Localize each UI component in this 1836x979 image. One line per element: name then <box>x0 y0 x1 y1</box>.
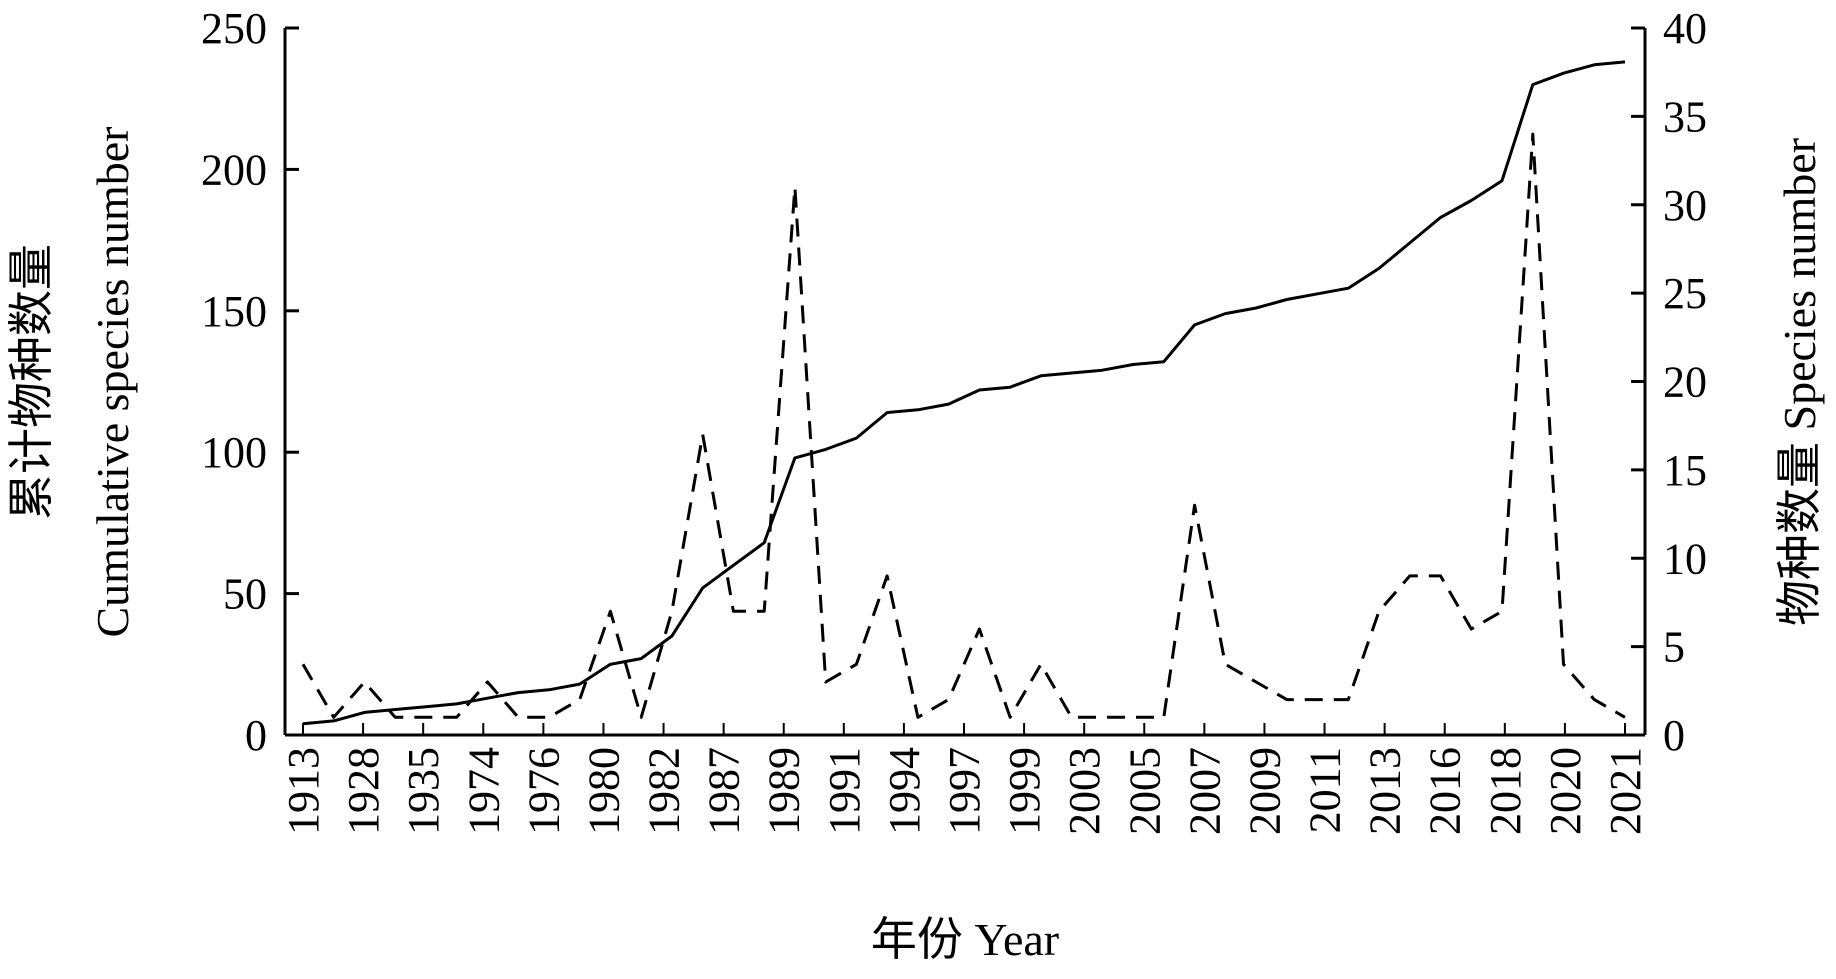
left-axis-title-cn: 累计物种数量 <box>6 244 57 520</box>
plot-area: 0 50 100 150 200 250 0 5 10 15 20 25 30 35 40 1913 192… <box>201 4 1707 835</box>
x-tick-label: 1994 <box>880 747 929 835</box>
x-tick-label: 2018 <box>1481 747 1530 835</box>
right-tick-label: 25 <box>1663 269 1707 318</box>
series-cumulative-line <box>302 60 1626 726</box>
x-tick-label: 2013 <box>1361 747 1410 835</box>
x-tick-label: 1976 <box>519 747 568 835</box>
left-tick-label: 200 <box>201 145 267 194</box>
left-axis-title-en: Cumulative species number <box>87 127 138 638</box>
left-tick-label: 100 <box>201 428 267 477</box>
x-ticks: 1913 1928 1935 1974 1976 1980 1982 1987 1989 1991… <box>279 723 1650 835</box>
series-species-line <box>301 132 1626 719</box>
right-axis-title: 物种数量 Species number <box>1774 138 1825 626</box>
x-tick-label: 1913 <box>279 747 328 835</box>
right-tick-label: 30 <box>1663 181 1707 230</box>
x-tick-label: 1991 <box>820 747 869 835</box>
right-tick-label: 40 <box>1663 4 1707 53</box>
x-tick-label: 1982 <box>640 747 689 835</box>
right-tick-label: 10 <box>1663 534 1707 583</box>
right-tick-label: 5 <box>1663 623 1685 672</box>
right-tick-label: 35 <box>1663 92 1707 141</box>
left-tick-label: 0 <box>245 711 267 760</box>
x-tick-label: 2009 <box>1240 747 1289 835</box>
x-tick-label: 1928 <box>339 747 388 835</box>
x-tick-label: 1987 <box>700 747 749 835</box>
left-y-ticks: 0 50 100 150 200 250 <box>201 4 299 760</box>
right-y-ticks: 0 5 10 15 20 25 30 35 40 <box>1631 4 1707 760</box>
x-tick-label: 2003 <box>1060 747 1109 835</box>
x-tick-label: 2016 <box>1421 747 1470 835</box>
x-tick-label: 1974 <box>459 747 508 835</box>
x-tick-label: 2020 <box>1541 747 1590 835</box>
x-tick-label: 2021 <box>1601 747 1650 835</box>
x-tick-label: 1935 <box>399 747 448 835</box>
x-tick-label: 1989 <box>760 747 809 835</box>
right-tick-label: 15 <box>1663 446 1707 495</box>
left-tick-label: 50 <box>223 570 267 619</box>
x-tick-label: 1999 <box>1000 747 1049 835</box>
x-tick-label: 1980 <box>579 747 628 835</box>
x-tick-label: 2011 <box>1301 747 1350 833</box>
x-tick-label: 2005 <box>1120 747 1169 835</box>
x-tick-label: 2007 <box>1180 747 1229 835</box>
x-tick-label: 1997 <box>940 747 989 835</box>
right-tick-label: 0 <box>1663 711 1685 760</box>
left-tick-label: 250 <box>201 4 267 53</box>
left-tick-label: 150 <box>201 287 267 336</box>
right-tick-label: 20 <box>1663 358 1707 407</box>
x-axis-title: 年份 Year <box>871 914 1059 965</box>
